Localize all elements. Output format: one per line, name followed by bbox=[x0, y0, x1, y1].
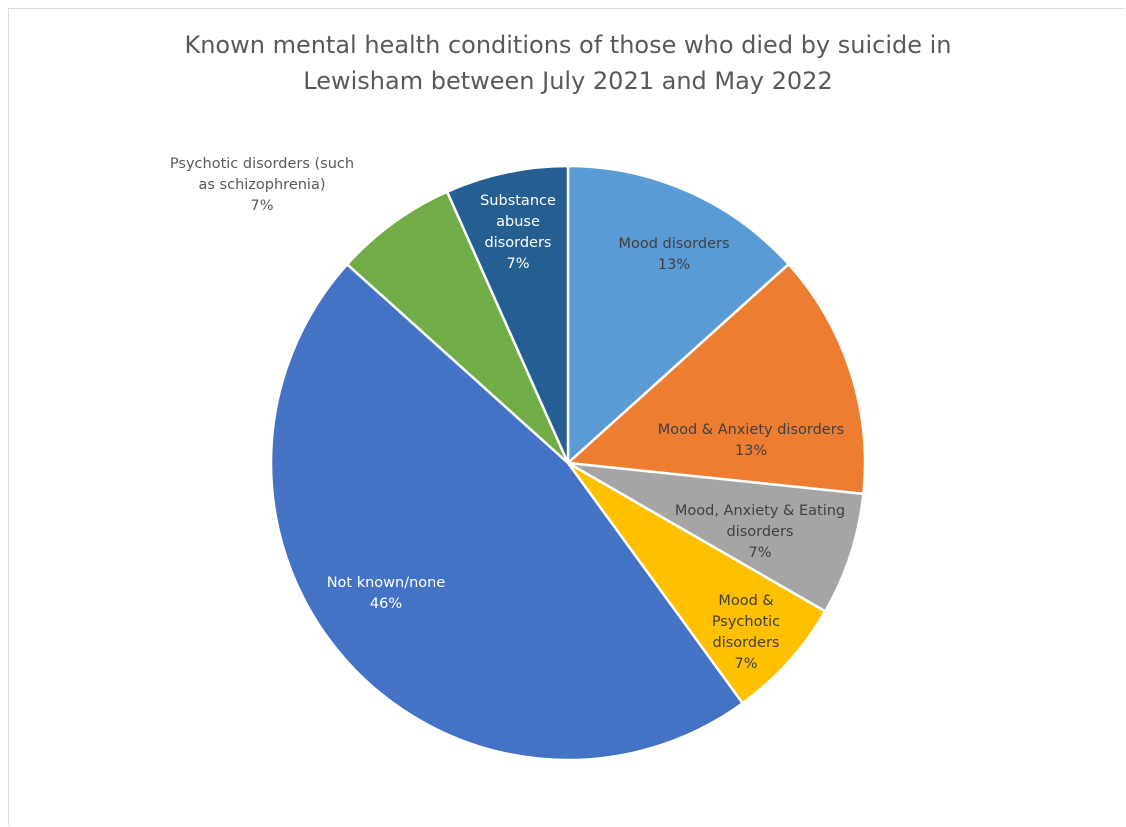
slice-label-6: Substance abuse disorders 7% bbox=[480, 193, 556, 272]
chart-title: Known mental health conditions of those … bbox=[184, 31, 951, 95]
slice-name-line-5-0: Psychotic disorders (such bbox=[170, 156, 354, 172]
slice-label-1: Mood & Anxiety disorders 13% bbox=[658, 422, 845, 459]
pie-slice-1[interactable] bbox=[566, 262, 867, 496]
slice-value-label-4: 46% bbox=[370, 596, 402, 612]
slice-name-line-3-2: disorders bbox=[712, 635, 779, 651]
slice-name-line-2-0: Mood, Anxiety & Eating bbox=[675, 503, 845, 519]
pie-slice-2[interactable] bbox=[566, 461, 865, 613]
slice-label-3: Mood & Psychotic disorders 7% bbox=[712, 593, 780, 672]
slice-name-line-3-1: Psychotic bbox=[712, 614, 780, 630]
slice-name-line-6-1: abuse bbox=[496, 214, 540, 230]
chart-title-line-0: Known mental health conditions of those … bbox=[184, 31, 951, 59]
slice-value-label-5: 7% bbox=[250, 198, 273, 214]
slice-value-label-0: 13% bbox=[658, 257, 690, 273]
slice-value-label-3: 7% bbox=[734, 656, 757, 672]
pie-slice-0[interactable] bbox=[566, 164, 790, 465]
slice-value-label-6: 7% bbox=[506, 256, 529, 272]
pie-slice-6[interactable] bbox=[445, 164, 570, 465]
slice-name-line-6-2: disorders bbox=[484, 235, 551, 251]
slice-value-label-1: 13% bbox=[735, 443, 767, 459]
pie-slices bbox=[269, 164, 867, 762]
slice-label-2: Mood, Anxiety & Eating disorders 7% bbox=[675, 503, 845, 561]
slice-name-line-4-0: Not known/none bbox=[327, 575, 446, 591]
slice-name-line-3-0: Mood & bbox=[718, 593, 773, 609]
slice-name-line-5-1: as schizophrenia) bbox=[199, 177, 326, 193]
slice-value-label-2: 7% bbox=[748, 545, 771, 561]
slice-name-line-2-1: disorders bbox=[726, 524, 793, 540]
pie-slice-5[interactable] bbox=[345, 190, 570, 465]
slice-label-0: Mood disorders 13% bbox=[618, 236, 729, 273]
slice-labels: Mood disorders 13%Mood & Anxiety disorder… bbox=[170, 156, 845, 672]
slice-label-4: Not known/none 46% bbox=[327, 575, 446, 612]
slice-label-5: Psychotic disorders (such as schizophreni… bbox=[170, 156, 354, 214]
slice-name-line-0-0: Mood disorders bbox=[618, 236, 729, 252]
slice-name-line-6-0: Substance bbox=[480, 193, 556, 209]
slice-name-line-1-0: Mood & Anxiety disorders bbox=[658, 422, 845, 438]
pie-slice-4[interactable] bbox=[269, 263, 744, 762]
pie-slice-3[interactable] bbox=[566, 461, 827, 705]
chart-title-line-1: Lewisham between July 2021 and May 2022 bbox=[303, 67, 832, 95]
